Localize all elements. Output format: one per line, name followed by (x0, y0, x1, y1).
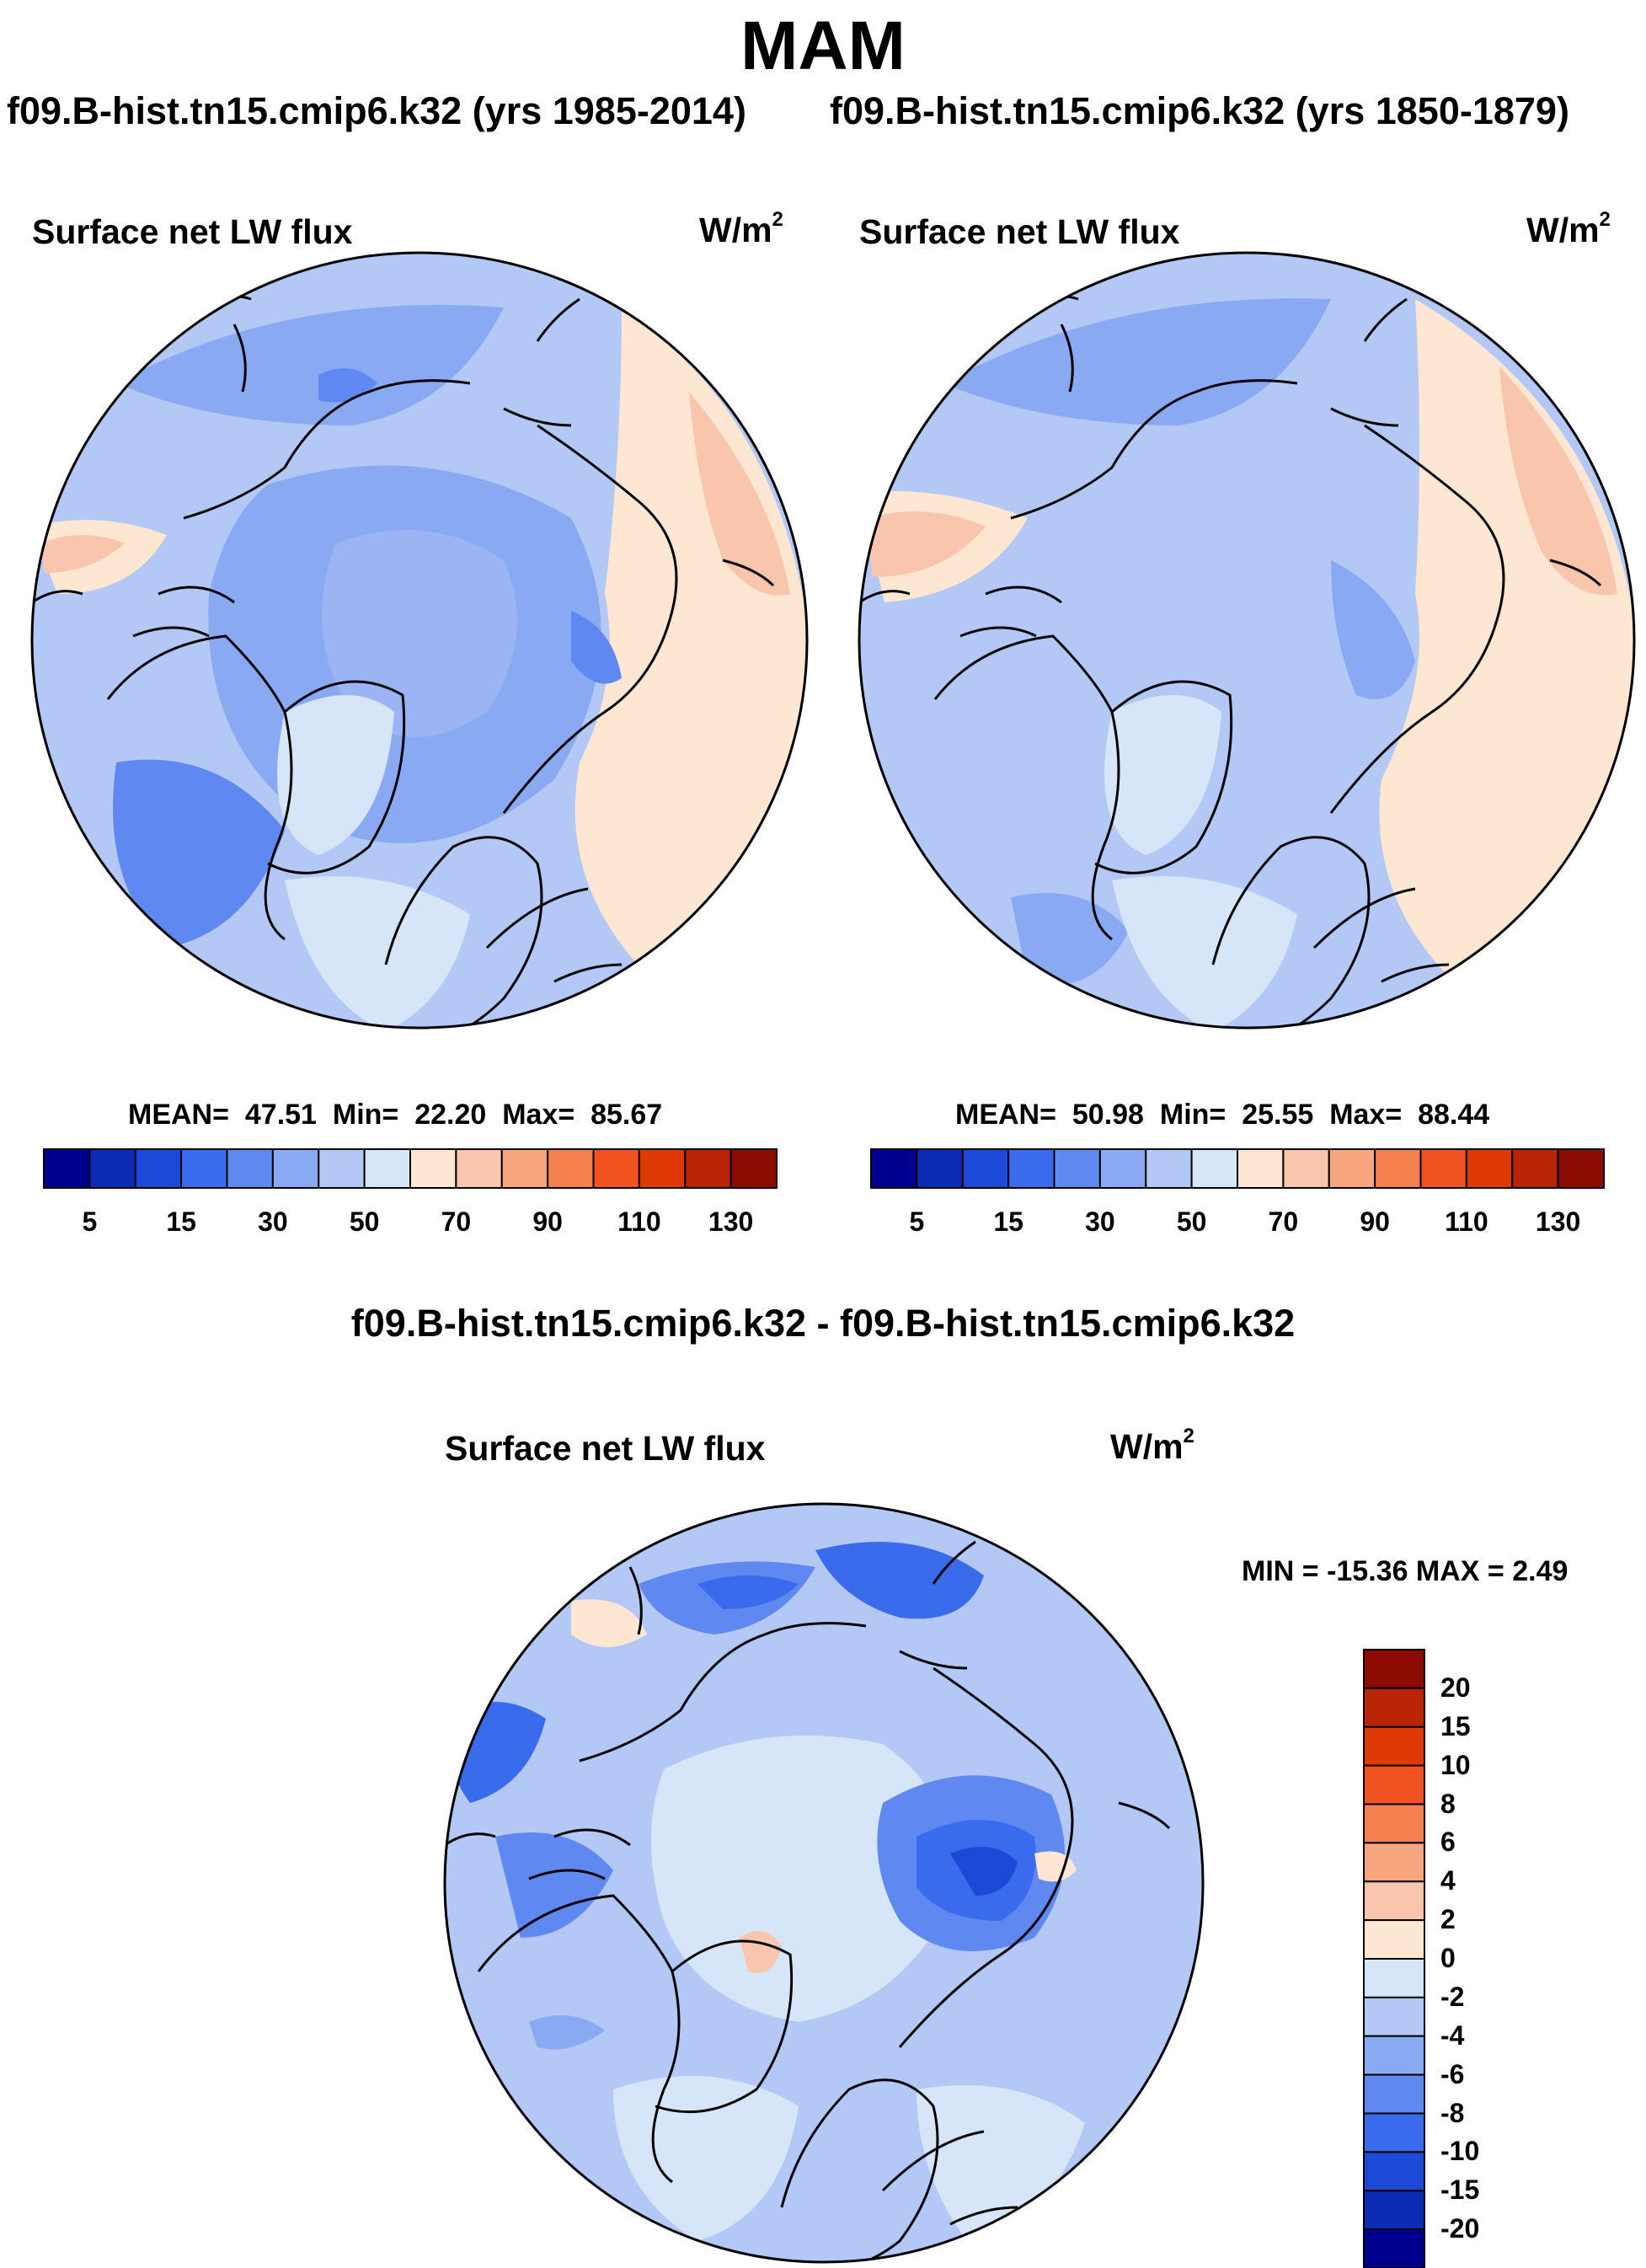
colorbar-tick-label: -6 (1440, 2058, 1465, 2089)
colorbar-tick-label: 6 (1440, 1827, 1456, 1858)
colorbar-swatch (547, 1148, 595, 1189)
diff-colorbar (1363, 1649, 1425, 2268)
colorbar-swatch (271, 1148, 320, 1189)
colorbar-tick-label: -10 (1440, 2136, 1480, 2167)
colorbar-swatch (1374, 1148, 1422, 1189)
colorbar-swatch (729, 1148, 778, 1189)
colorbar-swatch (1007, 1148, 1055, 1189)
colorbar-tick-label: 15 (166, 1206, 196, 1237)
left-case-title: f09.B-hist.tn15.cmip6.k32 (yrs 1985-2014… (7, 89, 746, 132)
colorbar-swatch (1363, 2151, 1425, 2192)
colorbar-swatch (684, 1148, 732, 1189)
colorbar-swatch (1363, 1687, 1425, 1728)
colorbar-tick-label: 90 (532, 1206, 563, 1237)
colorbar-tick-label: 50 (349, 1206, 380, 1237)
figure-title: MAM (740, 8, 906, 84)
diff-units: W/m2 (1110, 1425, 1194, 1466)
colorbar-tick-label: 0 (1440, 1943, 1456, 1973)
colorbar-swatch (43, 1148, 91, 1189)
colorbar-swatch (1363, 1958, 1425, 1998)
colorbar-tick-label: 30 (258, 1206, 288, 1237)
colorbar-tick-label: 50 (1176, 1206, 1207, 1237)
colorbar-tick-label: -20 (1440, 2213, 1480, 2244)
left-variable-label: Surface net LW flux (32, 212, 353, 251)
colorbar-tick-label: 15 (993, 1206, 1023, 1237)
left-stats: MEAN= 47.51 Min= 22.20 Max= 85.67 (128, 1099, 663, 1131)
colorbar-swatch (1363, 1764, 1425, 1805)
colorbar-tick-label: 30 (1085, 1206, 1115, 1237)
colorbar-tick-label: 110 (1445, 1206, 1488, 1237)
colorbar-swatch (1363, 1803, 1425, 1844)
right-stats: MEAN= 50.98 Min= 25.55 Max= 88.44 (955, 1099, 1490, 1131)
colorbar-swatch (592, 1148, 640, 1189)
colorbar-swatch (1363, 2035, 1425, 2076)
colorbar-tick-label: -15 (1440, 2174, 1480, 2206)
right-variable-label: Surface net LW flux (859, 212, 1180, 251)
colorbar-swatch (1511, 1148, 1559, 1189)
right-polar-map (858, 251, 1636, 1030)
colorbar-swatch (1363, 2190, 1425, 2231)
colorbar-tick-label: 5 (82, 1206, 98, 1237)
colorbar-swatch (1363, 1996, 1425, 2037)
colorbar-swatch (1363, 1649, 1425, 1689)
colorbar-tick-label: -2 (1440, 1981, 1465, 2012)
diff-variable-label: Surface net LW flux (445, 1429, 766, 1468)
right-case-title: f09.B-hist.tn15.cmip6.k32 (yrs 1850-1879… (830, 89, 1569, 132)
colorbar-swatch (409, 1148, 457, 1189)
colorbar-swatch (1363, 2073, 1425, 2115)
colorbar-swatch (1145, 1148, 1193, 1189)
colorbar-swatch (134, 1148, 183, 1189)
colorbar-swatch (1557, 1148, 1605, 1189)
colorbar-swatch (1363, 1880, 1425, 1922)
colorbar-swatch (1190, 1148, 1238, 1189)
colorbar-swatch (318, 1148, 366, 1189)
left-polar-map (30, 251, 809, 1030)
colorbar-tick-label: 130 (1535, 1206, 1581, 1237)
colorbar-swatch (88, 1148, 136, 1189)
colorbar-swatch (1237, 1148, 1285, 1189)
colorbar-swatch (916, 1148, 964, 1189)
colorbar-tick-label: 10 (1440, 1749, 1471, 1780)
colorbar-swatch (1363, 1842, 1425, 1883)
colorbar-tick-label: 4 (1440, 1865, 1456, 1896)
colorbar-swatch (1363, 1725, 1425, 1767)
colorbar-tick-label: 15 (1440, 1710, 1471, 1741)
colorbar-tick-label: 90 (1360, 1206, 1390, 1237)
diff-minmax: MIN = -15.36 MAX = 2.49 (1242, 1555, 1569, 1587)
colorbar-swatch (1328, 1148, 1376, 1189)
colorbar-tick-label: 110 (617, 1206, 661, 1237)
colorbar-swatch (1363, 2228, 1425, 2268)
colorbar-tick-label: 2 (1440, 1904, 1456, 1935)
colorbar-tick-label: -4 (1440, 2019, 1465, 2051)
colorbar-tick-label: 5 (909, 1206, 925, 1237)
colorbar-tick-label: 70 (441, 1206, 472, 1237)
colorbar-swatch (961, 1148, 1010, 1189)
colorbar-swatch (1363, 1919, 1425, 1960)
colorbar-tick-label: 70 (1268, 1206, 1299, 1237)
colorbar-tick-label: -8 (1440, 2097, 1465, 2128)
colorbar-swatch (1363, 2112, 1425, 2153)
colorbar-swatch (870, 1148, 918, 1189)
colorbar-swatch (363, 1148, 411, 1189)
colorbar-swatch (455, 1148, 503, 1189)
colorbar-swatch (1465, 1148, 1514, 1189)
colorbar-swatch (226, 1148, 274, 1189)
diff-polar-map (443, 1502, 1205, 2264)
right-units: W/m2 (1526, 208, 1611, 249)
colorbar-swatch (1419, 1148, 1467, 1189)
colorbar-tick-label: 130 (708, 1206, 754, 1237)
colorbar-swatch (1282, 1148, 1330, 1189)
left-units: W/m2 (699, 208, 783, 249)
diff-title: f09.B-hist.tn15.cmip6.k32 - f09.B-hist.t… (350, 1302, 1296, 1345)
colorbar-swatch (1053, 1148, 1101, 1189)
colorbar-tick-label: 20 (1440, 1672, 1471, 1703)
colorbar-swatch (1098, 1148, 1147, 1189)
colorbar-tick-label: 8 (1440, 1788, 1456, 1819)
